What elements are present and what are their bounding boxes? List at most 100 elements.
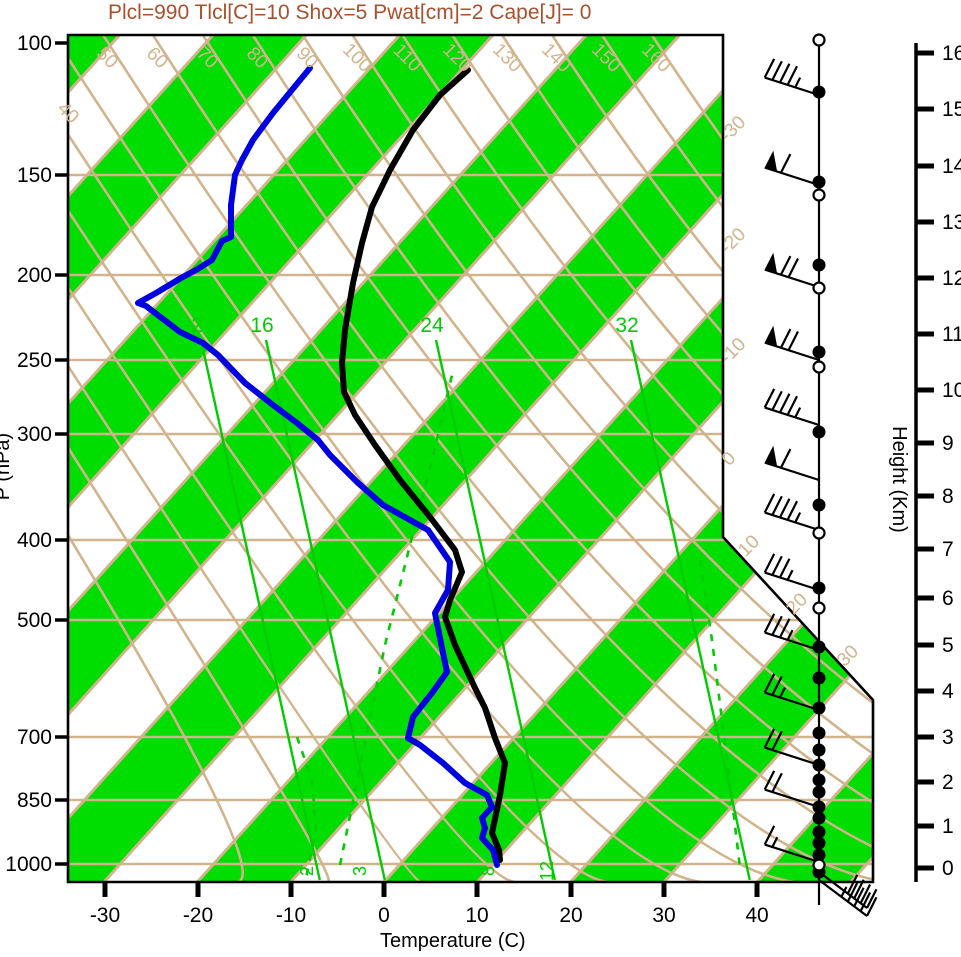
wind-barb	[764, 150, 820, 187]
wind-level-dot-filled	[812, 701, 826, 715]
wind-barb-full	[763, 493, 776, 514]
wind-level-dot-open	[812, 281, 826, 295]
height-tick-label: 5	[942, 634, 954, 657]
wind-barb-pennant	[764, 150, 778, 172]
wind-barb	[763, 553, 820, 592]
pressure-tick-label: 500	[17, 609, 52, 632]
wind-barb-full	[787, 258, 799, 278]
wind-barb-staff	[764, 571, 820, 592]
wind-barb	[763, 728, 820, 767]
wind-barb-staff	[764, 76, 820, 97]
wind-barb-staff	[764, 631, 820, 652]
wind-barb-full	[763, 825, 776, 846]
wind-barb-staff	[764, 691, 820, 712]
wind-barb-full	[866, 888, 878, 909]
temperature-axis-title: Temperature (C)	[380, 930, 526, 952]
height-tick-label: 9	[942, 432, 954, 455]
dry-adiabat-line	[68, 35, 422, 882]
wind-barb	[763, 388, 820, 427]
height-tick-label: 15	[942, 98, 961, 121]
wind-barb-full	[763, 58, 776, 79]
height-tick-label: 16	[942, 42, 961, 65]
wind-barb	[764, 325, 820, 362]
dry-adiabat-line	[151, 35, 873, 882]
wind-barb-full	[786, 65, 799, 86]
dry-adiabat-line	[401, 35, 873, 882]
wind-barb-full	[779, 328, 792, 349]
wind-barb-full	[763, 613, 776, 634]
wind-level-dot-filled	[812, 640, 826, 654]
dry-adiabat-line	[501, 35, 873, 882]
wind-barb-full	[779, 153, 792, 174]
wind-level-dot-open	[812, 188, 826, 202]
wind-level-dot-open	[812, 360, 826, 374]
dry-adiabat-label: 40	[53, 98, 83, 128]
wind-barb-staff	[764, 268, 820, 289]
dry-adiabat-line	[301, 35, 873, 882]
wind-barb-full	[859, 892, 872, 912]
wind-level-dot-filled	[812, 785, 826, 799]
wind-level-dot-open	[812, 601, 826, 615]
wind-barb	[764, 252, 820, 289]
green-band	[570, 35, 873, 882]
wind-barb-full	[778, 558, 791, 578]
wind-barb-staff	[764, 843, 820, 864]
dry-adiabat-line	[68, 35, 244, 882]
wind-barb-full	[846, 874, 859, 895]
wind-barb-full	[763, 553, 776, 574]
green-band	[68, 35, 680, 882]
wind-level-dot-open	[812, 858, 826, 872]
wind-barb-full	[778, 498, 791, 518]
wind-barb-half	[794, 77, 802, 88]
wind-column	[763, 33, 878, 917]
wind-barb	[763, 493, 820, 532]
temperature-tick-label: 0	[378, 904, 390, 927]
wind-barb-full	[853, 887, 865, 907]
wind-level-dot-filled	[812, 800, 826, 814]
wind-level-dot-open	[812, 33, 826, 47]
wind-barb-full	[771, 495, 783, 516]
plot-outline	[66, 33, 875, 884]
wind-barb-pennant	[764, 325, 778, 347]
wind-level-dot-filled	[812, 425, 826, 439]
mixing-ratio-line	[434, 339, 556, 881]
height-tick-label: 6	[942, 587, 954, 610]
moist-adiabat-line	[295, 736, 318, 879]
pressure-tick-label: 700	[17, 726, 52, 749]
pressure-tick-label: 250	[17, 349, 52, 372]
wind-barb-full	[866, 896, 878, 917]
height-tick-label: 14	[942, 155, 961, 178]
height-tick-label: 0	[942, 857, 954, 880]
mixing-ratio-label: 24	[420, 314, 444, 337]
dry-adiabat-line	[451, 35, 873, 882]
temperature-tick-label: 20	[559, 904, 582, 927]
mixing-ratio-line	[199, 339, 321, 881]
wind-barb	[818, 879, 878, 917]
temperature-tick-label: 40	[745, 904, 768, 927]
wind-level-dot-filled	[812, 743, 826, 757]
wind-barb-staff	[764, 746, 820, 767]
wind-barb	[763, 825, 820, 864]
wind-barb	[763, 673, 820, 712]
wind-barb-full	[787, 331, 799, 351]
isotherm-label: 0	[718, 448, 740, 470]
mixing-ratio-label: 12	[537, 861, 557, 881]
wind-barb-pennant	[764, 445, 778, 467]
height-tick-label: 12	[942, 267, 961, 290]
wind-barb-half	[794, 512, 802, 523]
height-tick-label: 7	[942, 538, 954, 561]
pressure-tick-label: 400	[17, 529, 52, 552]
height-tick-label: 1	[942, 815, 954, 838]
pressure-tick-label: 850	[17, 789, 52, 812]
dry-adiabat-label: 60	[142, 43, 172, 73]
wind-barb-full	[778, 63, 791, 83]
wind-barb-staff	[764, 461, 820, 482]
pressure-tick-label: 100	[17, 32, 52, 55]
wind-level-dot-filled	[812, 85, 826, 99]
isotherm-line	[569, 35, 873, 882]
wind-barb	[763, 613, 820, 652]
temperature-tick-label: 10	[465, 904, 488, 927]
dry-adiabat-line	[68, 35, 515, 882]
moist-adiabat-line	[338, 374, 454, 866]
